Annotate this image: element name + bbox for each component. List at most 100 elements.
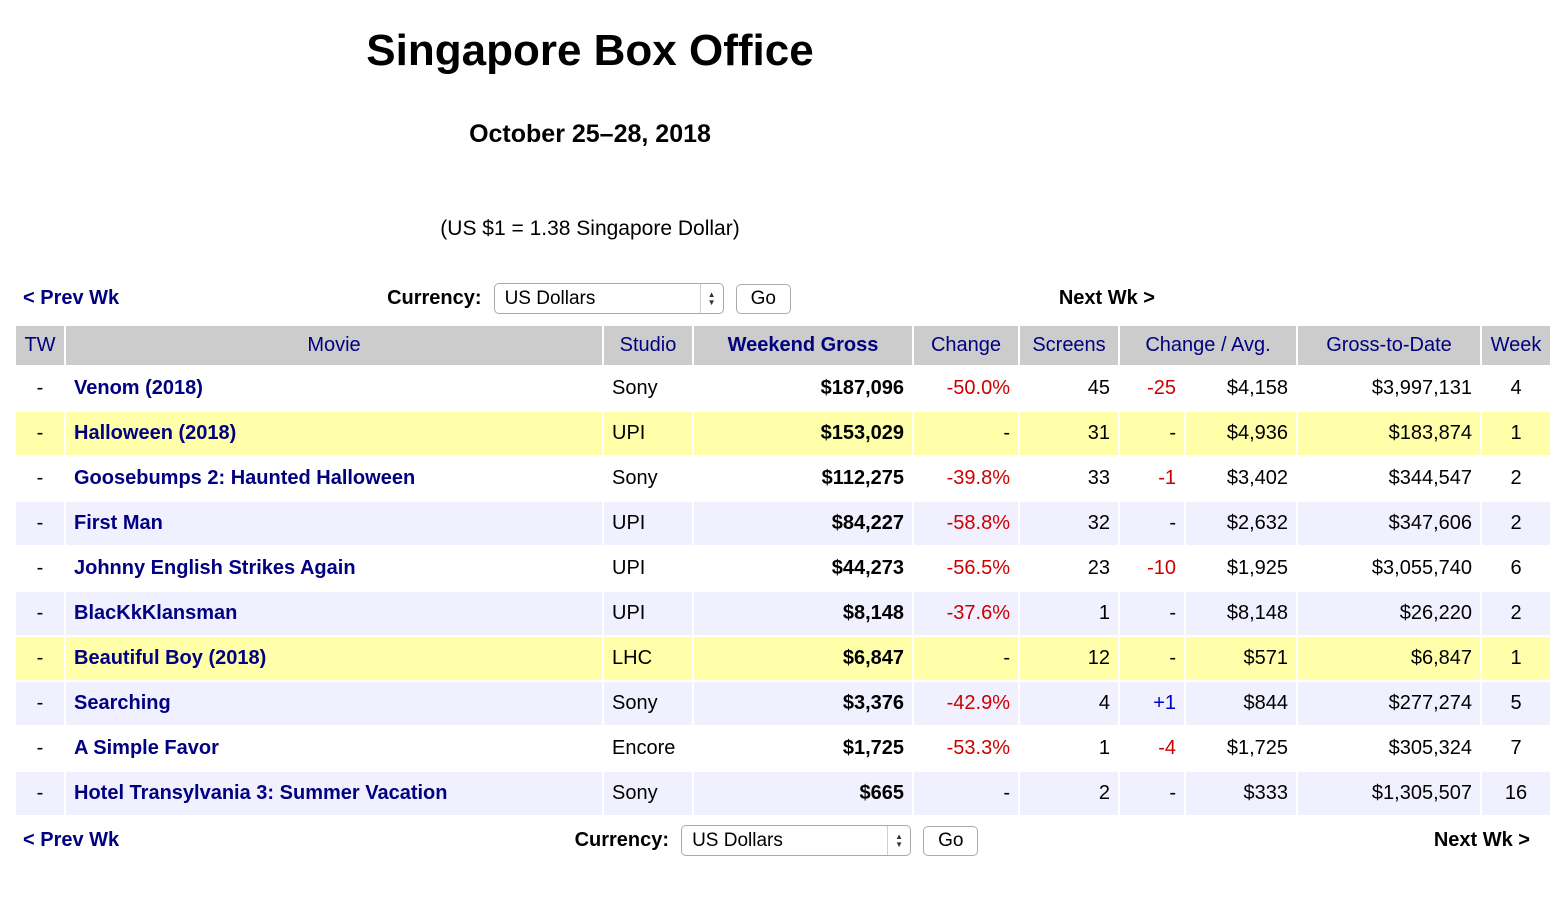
header-movie[interactable]: Movie [66,326,602,365]
studio-cell: LHC [604,637,692,680]
page-title: Singapore Box Office [366,26,814,75]
table-row: - Searching Sony $3,376 -42.9% 4 +1 $844… [16,682,1551,725]
header-tw[interactable]: TW [16,326,64,365]
avg-cell: $1,725 [1186,727,1297,770]
movie-cell: Searching [66,682,602,725]
header-screens[interactable]: Screens [1020,326,1118,365]
movie-link[interactable]: Hotel Transylvania 3: Summer Vacation [74,782,448,804]
movie-cell: Goosebumps 2: Haunted Halloween [66,457,602,500]
change-cell: -58.8% [914,502,1018,545]
change-cell: -50.0% [914,367,1018,410]
screens-cell: 33 [1020,457,1118,500]
header-gross-to-date[interactable]: Gross-to-Date [1298,326,1481,365]
change-value: - [1003,782,1010,804]
studio-cell: Sony [604,367,692,410]
movie-cell: BlacKkKlansman [66,592,602,635]
week-cell: 1 [1482,637,1551,680]
currency-label: Currency: [387,287,482,309]
change-cell: - [914,637,1018,680]
screens-change-cell: -4 [1120,727,1184,770]
screens-change-value: - [1169,602,1176,624]
screens-change-cell: -10 [1120,547,1184,590]
change-cell: - [914,772,1018,815]
screens-change-value: -4 [1158,737,1176,759]
studio-cell: Sony [604,772,692,815]
table-row: - Goosebumps 2: Haunted Halloween Sony $… [16,457,1551,500]
tw-cell: - [16,457,64,500]
change-cell: -53.3% [914,727,1018,770]
weekend-gross-cell: $112,275 [694,457,912,500]
table-row: - Venom (2018) Sony $187,096 -50.0% 45 -… [16,367,1551,410]
change-value: -37.6% [946,602,1010,624]
box-office-table: TW Movie Studio Weekend Gross Change Scr… [14,324,1552,817]
exchange-rate-note: (US $1 = 1.38 Singapore Dollar) [440,217,740,240]
header-change[interactable]: Change [914,326,1018,365]
change-value: -50.0% [946,377,1010,399]
currency-select[interactable]: US Dollars ▲ ▼ [493,283,724,314]
screens-change-value: -10 [1147,557,1176,579]
header-studio[interactable]: Studio [604,326,692,365]
tw-cell: - [16,367,64,410]
gross-to-date-cell: $6,847 [1298,637,1481,680]
prev-week-link[interactable]: < Prev Wk [23,287,120,309]
gross-to-date-cell: $26,220 [1298,592,1481,635]
bottom-nav-row: < Prev Wk Currency: US Dollars ▲ ▼ Go Ne… [0,825,1562,856]
movie-link[interactable]: BlacKkKlansman [74,602,238,624]
screens-change-value: +1 [1153,692,1176,714]
header-weekend-gross[interactable]: Weekend Gross [694,326,912,365]
tw-cell: - [16,772,64,815]
movie-link[interactable]: Beautiful Boy (2018) [74,647,267,669]
change-cell: - [914,412,1018,455]
week-cell: 4 [1482,367,1551,410]
week-cell: 2 [1482,502,1551,545]
screens-cell: 1 [1020,727,1118,770]
change-value: -39.8% [946,467,1010,489]
movie-link[interactable]: Johnny English Strikes Again [74,557,356,579]
avg-cell: $4,936 [1186,412,1297,455]
screens-change-cell: - [1120,502,1184,545]
studio-cell: Sony [604,457,692,500]
screens-cell: 1 [1020,592,1118,635]
movie-cell: Johnny English Strikes Again [66,547,602,590]
week-cell: 5 [1482,682,1551,725]
movie-cell: Halloween (2018) [66,412,602,455]
avg-cell: $2,632 [1186,502,1297,545]
header-change-avg[interactable]: Change / Avg. [1120,326,1297,365]
header-week[interactable]: Week [1482,326,1551,365]
screens-change-cell: - [1120,592,1184,635]
tw-cell: - [16,502,64,545]
go-button[interactable]: Go [735,283,791,314]
screens-cell: 45 [1020,367,1118,410]
prev-week-link[interactable]: < Prev Wk [23,829,120,851]
movie-cell: Hotel Transylvania 3: Summer Vacation [66,772,602,815]
movie-link[interactable]: Halloween (2018) [74,422,237,444]
weekend-gross-cell: $153,029 [694,412,912,455]
screens-change-cell: -25 [1120,367,1184,410]
movie-link[interactable]: First Man [74,512,163,534]
screens-change-value: -25 [1147,377,1176,399]
weekend-gross-cell: $3,376 [694,682,912,725]
next-week-label: Next Wk > [1058,287,1155,309]
tw-cell: - [16,682,64,725]
studio-cell: Sony [604,682,692,725]
currency-select[interactable]: US Dollars ▲ ▼ [681,825,912,856]
movie-cell: A Simple Favor [66,727,602,770]
gross-to-date-cell: $3,997,131 [1298,367,1481,410]
movie-link[interactable]: Searching [74,692,171,714]
table-row: - Hotel Transylvania 3: Summer Vacation … [16,772,1551,815]
currency-select-value: US Dollars [504,287,596,309]
change-cell: -37.6% [914,592,1018,635]
avg-cell: $4,158 [1186,367,1297,410]
table-row: - BlacKkKlansman UPI $8,148 -37.6% 1 - $… [16,592,1551,635]
change-value: - [1003,422,1010,444]
change-value: -58.8% [946,512,1010,534]
gross-to-date-cell: $3,055,740 [1298,547,1481,590]
screens-change-value: - [1169,782,1176,804]
movie-link[interactable]: Venom (2018) [74,377,203,399]
movie-link[interactable]: A Simple Favor [74,737,219,759]
go-button[interactable]: Go [923,825,979,856]
weekend-gross-cell: $187,096 [694,367,912,410]
movie-link[interactable]: Goosebumps 2: Haunted Halloween [74,467,416,489]
screens-change-cell: - [1120,637,1184,680]
screens-change-cell: - [1120,412,1184,455]
